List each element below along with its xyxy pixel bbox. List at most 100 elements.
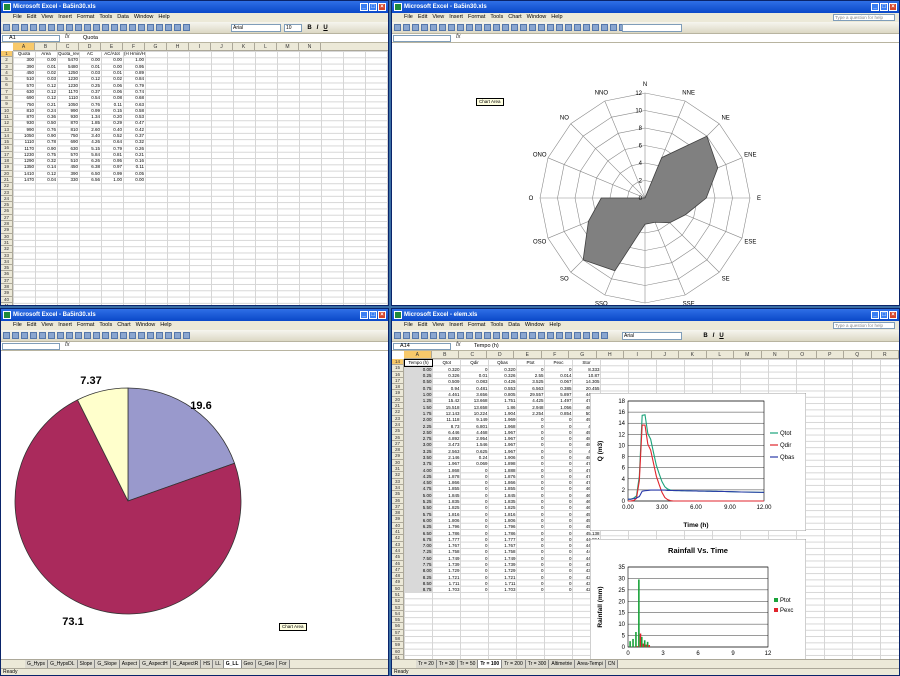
- table-cell[interactable]: 0: [484, 492, 488, 498]
- table-cell[interactable]: 1110: [68, 95, 78, 101]
- table-cell[interactable]: 8.75: [404, 587, 433, 594]
- row-header[interactable]: 35: [392, 491, 403, 498]
- table-cell[interactable]: 0: [568, 562, 572, 568]
- row-header[interactable]: 17: [392, 378, 403, 385]
- table-cell[interactable]: 0.90: [47, 133, 56, 138]
- column-header-p[interactable]: P: [817, 351, 844, 358]
- menu-window[interactable]: Window: [133, 14, 154, 20]
- table-cell[interactable]: 510: [70, 158, 78, 164]
- row-header[interactable]: 7: [1, 89, 12, 96]
- table-cell[interactable]: 0.37: [135, 133, 144, 138]
- row-header[interactable]: 42: [392, 535, 403, 542]
- row-header[interactable]: 31: [392, 466, 403, 473]
- menu-chart[interactable]: Chart: [117, 322, 131, 328]
- table-cell[interactable]: 1.00: [404, 391, 433, 399]
- table-cell[interactable]: 0: [568, 417, 572, 423]
- row-header[interactable]: 25: [1, 202, 12, 209]
- row-header[interactable]: 35: [1, 265, 12, 272]
- table-cell[interactable]: 330: [70, 177, 78, 183]
- table-cell[interactable]: 3.40: [91, 133, 100, 138]
- table-cell[interactable]: 750: [70, 133, 78, 138]
- close-icon[interactable]: ×: [889, 311, 897, 319]
- table-cell[interactable]: 570: [26, 82, 34, 88]
- table-cell[interactable]: 0: [568, 480, 572, 486]
- table-cell[interactable]: 0: [540, 517, 544, 523]
- table-cell[interactable]: 0: [568, 524, 572, 530]
- table-cell[interactable]: 1170: [24, 145, 34, 151]
- table-cell[interactable]: 0.47: [135, 120, 144, 126]
- table-cell[interactable]: 990: [70, 107, 78, 113]
- table-cell[interactable]: 1.845: [504, 492, 516, 498]
- table-cell[interactable]: 0: [568, 505, 572, 511]
- column-header-h[interactable]: H: [167, 43, 189, 50]
- table-cell[interactable]: 510: [26, 76, 34, 82]
- table-cell[interactable]: 1.967: [504, 429, 516, 435]
- menu-edit[interactable]: Edit: [26, 322, 37, 328]
- table-cell[interactable]: 0.52: [113, 133, 122, 138]
- row-header[interactable]: 38: [392, 510, 403, 517]
- table-cell[interactable]: 1.906: [504, 455, 516, 460]
- row-header[interactable]: 37: [1, 278, 12, 284]
- table-cell[interactable]: 0: [568, 442, 572, 448]
- table-cell[interactable]: 1.866: [504, 480, 516, 486]
- header-cell[interactable]: Qtot: [442, 360, 451, 365]
- table-cell[interactable]: 0: [484, 511, 488, 517]
- table-cell[interactable]: 1.876: [504, 473, 516, 479]
- table-cell[interactable]: 0.32: [47, 158, 56, 164]
- row-header[interactable]: 34: [1, 259, 12, 266]
- table-cell[interactable]: 0.24: [47, 107, 56, 113]
- table-cell[interactable]: 3.50: [404, 454, 433, 462]
- excel-window-hydrograph[interactable]: Microsoft Excel - elem.xls _ □ × File Edit V…: [391, 308, 900, 676]
- table-cell[interactable]: 1.749: [448, 555, 460, 561]
- row-header[interactable]: 52: [392, 598, 403, 605]
- table-cell[interactable]: 0.78: [47, 139, 56, 145]
- table-cell[interactable]: 0: [540, 448, 544, 454]
- table-cell[interactable]: 1050: [23, 133, 34, 138]
- column-header-i[interactable]: I: [624, 351, 652, 358]
- table-cell[interactable]: 0: [540, 442, 544, 448]
- table-cell[interactable]: 5.00: [404, 492, 433, 499]
- sheet-tab[interactable]: G_AspectH: [140, 660, 171, 668]
- column-header-a[interactable]: A: [13, 43, 35, 50]
- menu-chart[interactable]: Chart: [508, 14, 522, 20]
- row-header[interactable]: 27: [1, 215, 12, 222]
- table-cell[interactable]: 0: [568, 543, 572, 549]
- chart-sheet[interactable]: NNNENEENEEESESESSESSSOSOOSOOONONONNO0246…: [392, 43, 899, 305]
- minimize-icon[interactable]: _: [360, 311, 368, 319]
- table-cell[interactable]: 0: [568, 492, 572, 498]
- table-cell[interactable]: 0: [484, 505, 488, 511]
- row-header[interactable]: 59: [392, 642, 403, 649]
- table-cell[interactable]: 0: [540, 505, 544, 511]
- table-cell[interactable]: 1.703: [504, 587, 516, 593]
- table-cell[interactable]: 0.06: [113, 82, 122, 88]
- sheet-tab[interactable]: Altimetrie: [549, 660, 576, 668]
- table-cell[interactable]: 0.14: [47, 164, 56, 170]
- table-cell[interactable]: 870: [70, 120, 78, 126]
- title-bar[interactable]: Microsoft Excel - Ba5in30.xls _ □ ×: [1, 1, 388, 13]
- table-cell[interactable]: 0.50: [47, 120, 56, 126]
- table-cell[interactable]: 0: [568, 499, 572, 505]
- table-cell[interactable]: 4.75: [404, 486, 433, 493]
- table-cell[interactable]: 0: [568, 423, 572, 429]
- table-cell[interactable]: 0.01: [478, 373, 488, 379]
- header-cell[interactable]: Pexc: [553, 360, 564, 365]
- sheet-tab[interactable]: Tr = 30: [436, 660, 458, 668]
- table-cell[interactable]: 1290: [23, 158, 34, 164]
- table-cell[interactable]: 0: [568, 467, 572, 473]
- table-cell[interactable]: 6.25: [404, 524, 433, 531]
- sheet-tab[interactable]: Geo: [241, 660, 256, 668]
- row-header[interactable]: 23: [392, 416, 403, 422]
- header-cell[interactable]: Ptot: [526, 360, 535, 365]
- table-cell[interactable]: 0.01: [91, 63, 100, 69]
- row-header[interactable]: 14: [392, 359, 403, 366]
- menu-format[interactable]: Format: [467, 322, 486, 328]
- table-cell[interactable]: 1.497: [560, 398, 572, 404]
- table-cell[interactable]: 1.75: [404, 410, 433, 418]
- table-cell[interactable]: 15.42: [448, 398, 460, 404]
- table-cell[interactable]: 1.806: [448, 517, 460, 523]
- excel-window-radar-chart[interactable]: Microsoft Excel - Ba5in30.xls _ □ × File Ed…: [391, 0, 900, 306]
- row-header[interactable]: 12: [1, 120, 12, 127]
- table-cell[interactable]: 8.73: [450, 423, 460, 429]
- standard-toolbar-icons[interactable]: [3, 24, 190, 31]
